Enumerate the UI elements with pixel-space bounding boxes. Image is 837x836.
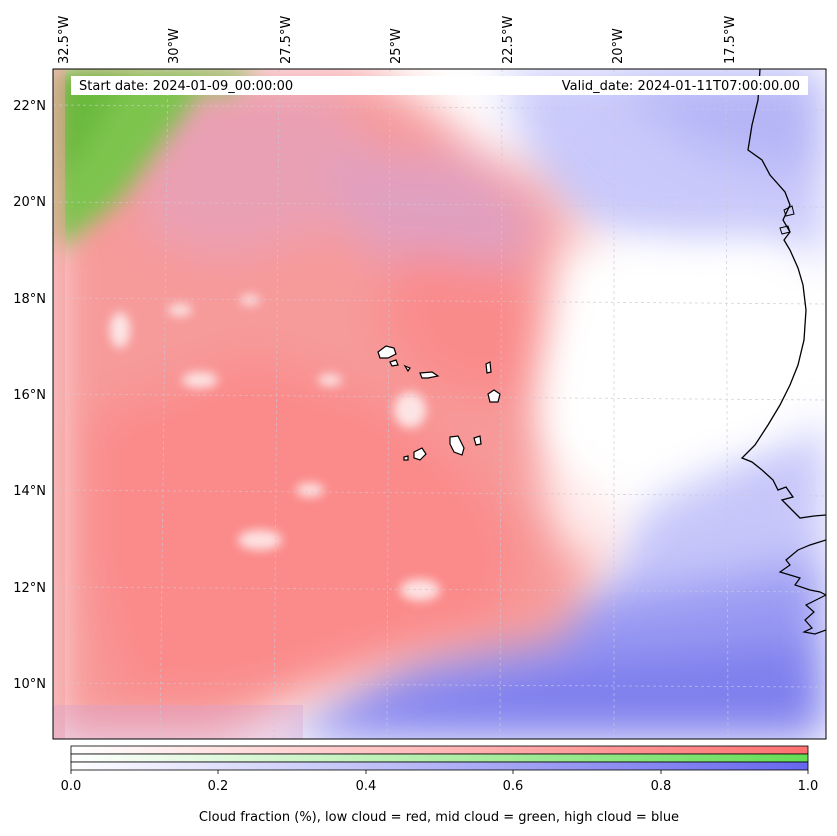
- lon-label: 27.5°W: [279, 16, 294, 64]
- lon-label: 32.5°W: [57, 16, 72, 64]
- lon-label: 20°W: [611, 28, 626, 64]
- colorbar-tick: 1.0: [798, 779, 819, 794]
- cloud-texture: [110, 295, 440, 601]
- lat-label: 12°N: [13, 581, 46, 596]
- africa-coastline-south: [778, 539, 826, 635]
- africa-coastline: [740, 69, 826, 519]
- colorbar-tick: 0.6: [503, 779, 524, 794]
- cape-verde-islands: [377, 345, 501, 461]
- lat-label: 10°N: [13, 677, 46, 692]
- lat-label: 14°N: [13, 484, 46, 499]
- colorbar-tick: 0.2: [208, 779, 229, 794]
- lon-label: 25°W: [389, 28, 404, 64]
- map-frame: [52, 68, 827, 740]
- start-date-label: Start date: 2024-01-09_00:00:00: [79, 79, 293, 94]
- cloud-field: [53, 69, 826, 739]
- lon-label: 30°W: [167, 28, 182, 64]
- lon-label: 22.5°W: [501, 16, 516, 64]
- lat-label: 22°N: [13, 99, 46, 114]
- lat-label: 16°N: [13, 388, 46, 403]
- longitude-labels: 32.5°W 30°W 27.5°W 25°W 22.5°W 20°W 17.5…: [57, 16, 738, 64]
- low-cloud-layer: [53, 69, 600, 739]
- lat-label: 18°N: [13, 292, 46, 307]
- colorbar-tick: 0.0: [61, 779, 82, 794]
- graticule: [53, 69, 826, 739]
- clear-sky-area: [530, 240, 800, 560]
- date-banner: [71, 76, 808, 95]
- lon-label: 17.5°W: [723, 16, 738, 64]
- colorbar-tick: 0.8: [651, 779, 672, 794]
- colorbar: 0.0 0.2 0.4 0.6 0.8 1.0: [61, 745, 819, 794]
- lat-label: 20°N: [13, 195, 46, 210]
- colorbar-mid-cloud: [70, 753, 809, 763]
- valid-date-label: Valid_date: 2024-01-11T07:00:00.00: [562, 79, 800, 94]
- colorbar-caption: Cloud fraction (%), low cloud = red, mid…: [199, 810, 679, 825]
- high-cloud-layer: [280, 69, 826, 739]
- latitude-labels: 22°N 20°N 18°N 16°N 14°N 12°N 10°N: [13, 99, 46, 692]
- colorbar-high-cloud: [70, 761, 809, 771]
- colorbar-tick: 0.4: [356, 779, 377, 794]
- colorbar-low-cloud: [70, 745, 809, 755]
